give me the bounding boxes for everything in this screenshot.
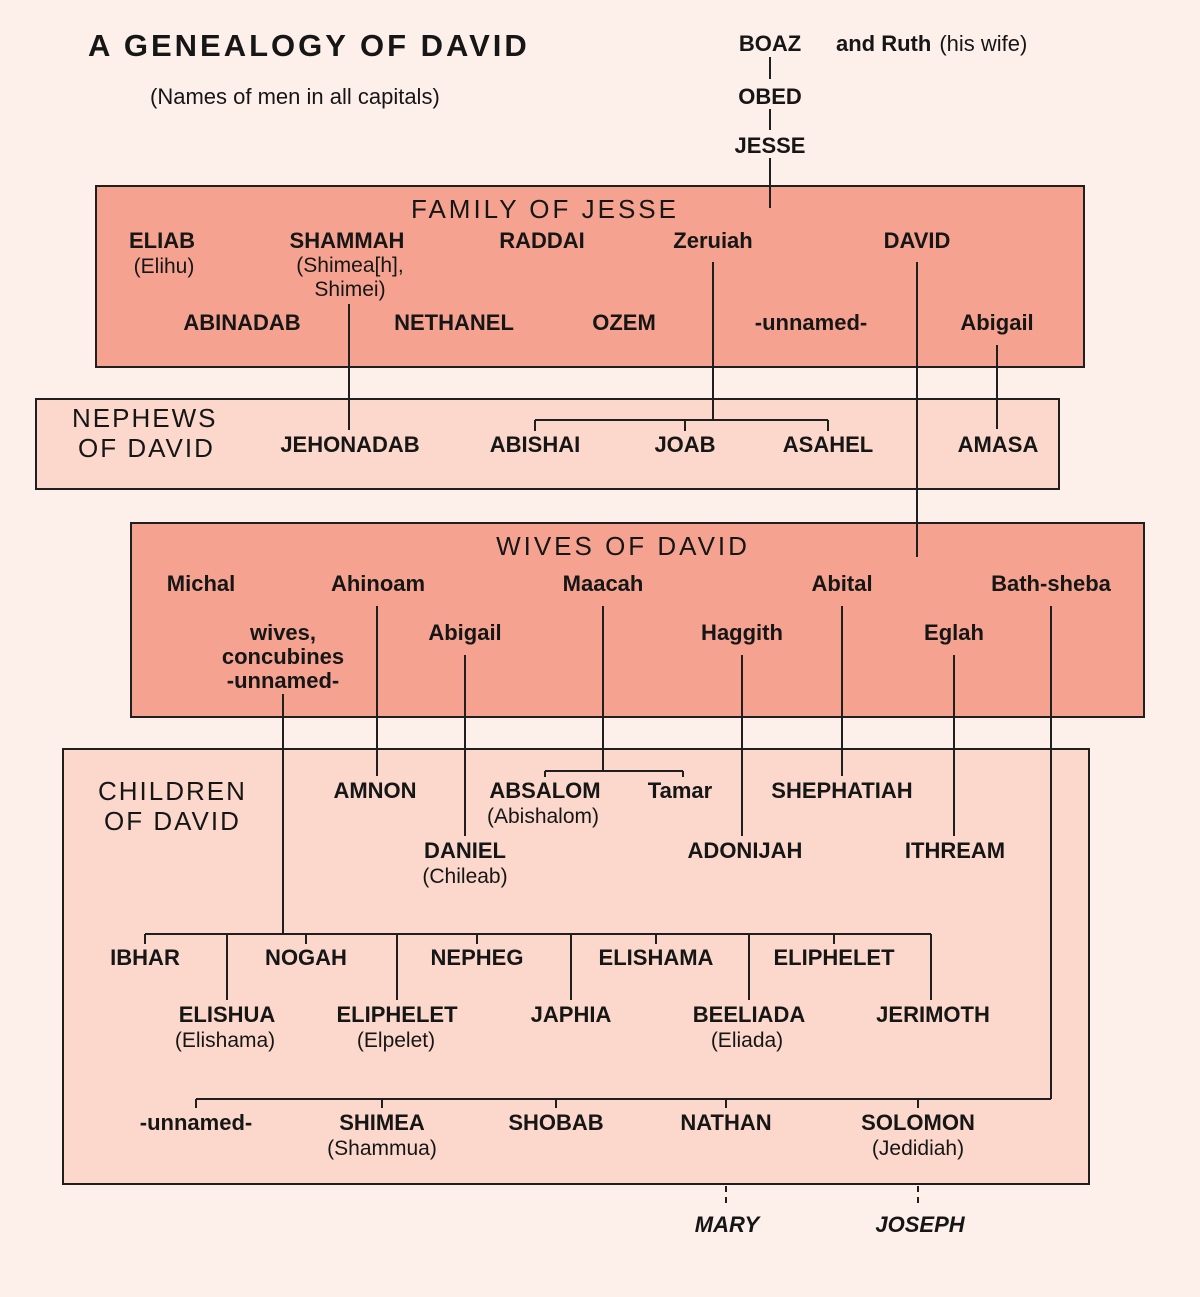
person-amasa: AMASA xyxy=(957,432,1039,457)
person-unnamed-daughter: -unnamed- xyxy=(754,310,868,335)
person-nogah: NOGAH xyxy=(265,945,347,970)
person-obed: OBED xyxy=(738,84,802,109)
children-header-line1: CHILDREN xyxy=(98,776,247,806)
person-eliab: ELIAB xyxy=(129,228,195,253)
nephews-of-david-box xyxy=(35,398,1060,490)
wives-unnamed-line2: concubines xyxy=(221,644,345,669)
wives-of-david-box xyxy=(130,522,1145,718)
family-of-jesse-header: FAMILY OF JESSE xyxy=(411,194,679,224)
wives-of-david-header: WIVES OF DAVID xyxy=(496,531,750,561)
ruth-note: (his wife) xyxy=(939,31,1028,56)
person-solomon: SOLOMON xyxy=(861,1110,975,1135)
person-nathan: NATHAN xyxy=(680,1110,772,1135)
person-elishua: ELISHUA xyxy=(178,1002,276,1027)
person-absalom: ABSALOM xyxy=(489,778,601,803)
person-david: DAVID xyxy=(883,228,951,253)
person-ibhar: IBHAR xyxy=(110,945,180,970)
person-japhia: JAPHIA xyxy=(530,1002,612,1027)
person-eliphelet2-altname: (Elpelet) xyxy=(356,1029,436,1052)
person-ozem: OZEM xyxy=(592,310,656,335)
person-ahinoam: Ahinoam xyxy=(330,571,426,596)
page-subtitle: (Names of men in all capitals) xyxy=(150,84,440,109)
family-of-jesse-box xyxy=(95,185,1085,368)
person-zeruiah: Zeruiah xyxy=(673,228,753,253)
person-elishama: ELISHAMA xyxy=(598,945,714,970)
person-nethanel: NETHANEL xyxy=(394,310,514,335)
person-boaz: BOAZ xyxy=(738,31,802,56)
person-abigail-wife: Abigail xyxy=(428,620,502,645)
person-nepheg: NEPHEG xyxy=(430,945,524,970)
children-header-line2: OF DAVID xyxy=(104,806,241,836)
person-shimea-altname: (Shammua) xyxy=(327,1137,437,1160)
person-jehonadab: JEHONADAB xyxy=(280,432,420,457)
person-shammah: SHAMMAH xyxy=(289,228,405,253)
person-eliphelet2: ELIPHELET xyxy=(336,1002,458,1027)
person-asahel: ASAHEL xyxy=(782,432,874,457)
person-daniel: DANIEL xyxy=(424,838,506,863)
person-elishua-altname: (Elishama) xyxy=(174,1029,276,1052)
person-mary: MARY xyxy=(694,1212,760,1237)
person-daniel-altname: (Chileab) xyxy=(422,865,508,888)
person-shobab: SHOBAB xyxy=(508,1110,604,1135)
person-beeliada: BEELIADA xyxy=(692,1002,806,1027)
person-beeliada-altname: (Eliada) xyxy=(710,1029,784,1052)
person-amnon: AMNON xyxy=(333,778,417,803)
person-shephatiah: SHEPHATIAH xyxy=(771,778,913,803)
person-joseph: JOSEPH xyxy=(875,1212,965,1237)
person-jesse: JESSE xyxy=(734,133,806,158)
person-abital: Abital xyxy=(811,571,873,596)
person-jerimoth: JERIMOTH xyxy=(876,1002,990,1027)
ruth-label: and Ruth (his wife) xyxy=(836,31,1027,57)
person-unnamed-child: -unnamed- xyxy=(139,1110,253,1135)
wives-unnamed-line1: wives, xyxy=(249,620,317,645)
person-adonijah: ADONIJAH xyxy=(687,838,803,863)
person-bathsheba: Bath-sheba xyxy=(991,571,1111,596)
person-tamar: Tamar xyxy=(647,778,713,803)
person-ithream: ITHREAM xyxy=(904,838,1006,863)
person-maacah: Maacah xyxy=(562,571,644,596)
person-abishai: ABISHAI xyxy=(489,432,581,457)
person-ruth: and Ruth xyxy=(836,31,932,56)
person-abigail-sister: Abigail xyxy=(960,310,1034,335)
person-solomon-altname: (Jedidiah) xyxy=(871,1137,965,1160)
nephews-header-line1: NEPHEWS xyxy=(72,403,218,433)
person-raddai: RADDAI xyxy=(499,228,585,253)
page-title: A GENEALOGY OF DAVID xyxy=(88,28,530,63)
wives-unnamed-line3: -unnamed- xyxy=(226,668,340,693)
person-michal: Michal xyxy=(166,571,236,596)
children-of-david-box xyxy=(62,748,1090,1185)
person-shammah-altname-1: (Shimea[h], xyxy=(296,254,404,277)
nephews-header-line2: OF DAVID xyxy=(78,433,215,463)
person-shimea: SHIMEA xyxy=(339,1110,425,1135)
person-absalom-altname: (Abishalom) xyxy=(486,805,600,828)
person-eglah: Eglah xyxy=(924,620,984,645)
person-abinadab: ABINADAB xyxy=(183,310,301,335)
person-joab: JOAB xyxy=(654,432,716,457)
person-eliab-altname: (Elihu) xyxy=(133,255,195,278)
person-haggith: Haggith xyxy=(701,620,783,645)
person-eliphelet1: ELIPHELET xyxy=(773,945,895,970)
person-shammah-altname-2: Shimei) xyxy=(314,278,386,301)
